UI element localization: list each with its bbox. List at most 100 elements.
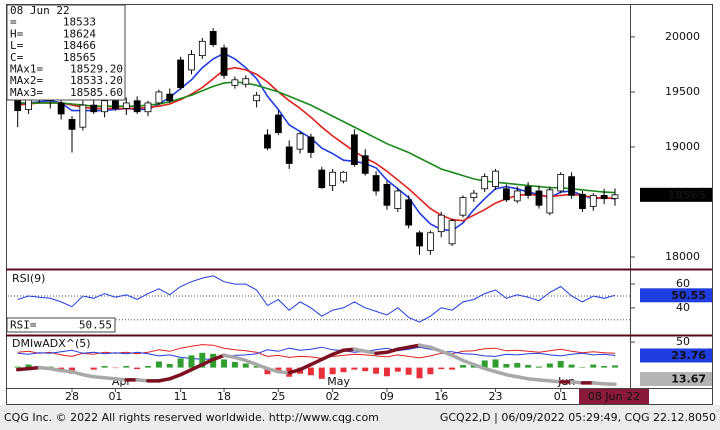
adx-segment [167,372,183,381]
readout-value: 18466 [63,39,96,52]
candle-body [220,47,228,76]
dmi-histogram-bar [25,364,32,368]
dmi-histogram-bar [231,361,238,368]
dmi-histogram-bar [525,365,532,368]
dmi-histogram-bar [101,366,108,368]
candle-body [557,174,565,192]
rsi-value: 50.55 [671,289,706,302]
readout-value: 18565 [63,51,96,64]
adx-segment [276,369,291,375]
candle-body [459,197,467,216]
candle-body [383,183,391,206]
adx-segment [48,366,63,373]
adx-segment [265,366,281,374]
readout-value: 18533 [63,16,96,29]
candle-body [361,155,369,174]
dmi-histogram-bar [166,364,173,368]
adx-segment [81,372,96,379]
dmi-histogram-bar [155,361,162,368]
x-tick-label: 09 [380,390,394,403]
dmi-histogram-bar [90,367,97,370]
dmi-histogram-bar [351,367,358,370]
dmi-histogram-bar [405,367,412,375]
adx-segment [200,357,215,367]
candle-body [372,175,380,192]
adx-segment [406,343,422,349]
candle-body [253,94,261,102]
candle-body [264,134,271,149]
last-price-box [640,187,712,202]
adx-segment [450,353,465,363]
rsi-readout-value: 50.55 [79,319,112,332]
readout-label: H= [10,27,24,40]
readout-box [6,4,126,101]
candle-body [166,93,174,102]
readout-label: MAx1= [10,63,43,76]
dmi-histogram-bar [383,367,390,377]
rsi-readout-label: RSI= [10,319,37,332]
dmi-histogram-bar [14,366,21,368]
adx-segment [515,375,530,381]
adx-segment [374,350,389,356]
panel-title: DMIwADX^(5) [12,337,91,350]
x-tick-label: 08 Jun 22 [588,390,640,403]
readout-label: L= [10,39,24,52]
adx-segment [157,377,172,383]
adx-segment [526,377,541,382]
candle-body [57,102,65,115]
dmi-histogram-bar [590,364,597,368]
readout-value: 18533.20 [70,74,123,87]
candle-body [14,100,22,112]
adx-segment [211,353,226,362]
x-tick-label: 25 [271,390,285,403]
candle-body [274,114,282,134]
candle-body [513,190,521,202]
month-label: May [327,375,350,388]
candle-body [122,102,130,109]
dmi-histogram-bar [329,367,336,375]
candle-body [546,189,554,214]
candle-body [394,190,402,209]
candle-body [492,170,499,187]
y-tick-label: 50 [676,335,690,348]
frame [6,4,713,405]
adx-segment [363,349,378,356]
readout-value: 18529.20 [70,63,123,76]
adx-segment [341,347,357,353]
candle-body [329,171,337,186]
candle-body [198,40,206,57]
adx-segment [548,379,563,384]
dmi-histogram-bar [340,367,347,373]
adx-segment [320,352,335,362]
adx-segment [244,358,259,367]
last-price: 18565 [668,188,706,201]
adx-segment [287,367,302,375]
x-tick-label: 28 [65,390,79,403]
dmi-histogram-bar [307,367,314,376]
dmi-histogram-bar [535,366,542,368]
dmi-histogram-bar [362,367,369,372]
adx-segment [352,347,367,354]
dmi-histogram-bar [601,366,608,368]
panel-title: RSI(9) [12,272,45,285]
dmi-histogram-bar [514,363,521,368]
adx-segment [189,362,205,372]
adx-segment [113,377,129,382]
readout-date: 08 Jun 22 [10,4,70,17]
footer-bar [0,405,720,430]
adx-segment [135,378,150,383]
dmi-histogram-bar [612,365,618,368]
dmi-histogram-bar [253,366,260,368]
dmi-histogram-bar [568,364,575,368]
readout-label: = [10,16,17,29]
adx-segment [569,380,585,385]
x-tick-label: 18 [217,390,231,403]
adx-segment [472,362,487,371]
dmi-histogram-bar [242,363,249,368]
di-value: 23.76 [671,349,706,362]
dmi-histogram-bar [416,367,423,379]
candle-body [296,133,304,150]
dmi-histogram-bar [318,367,325,379]
dmi-histogram-bar [134,367,141,370]
